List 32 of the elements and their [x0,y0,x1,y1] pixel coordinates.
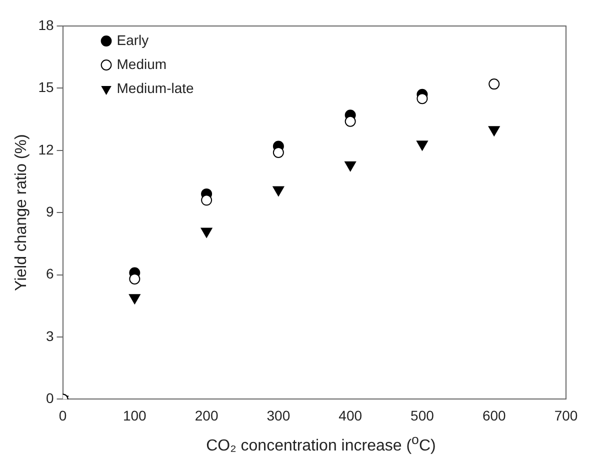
point [488,126,500,136]
point [128,294,140,304]
y-tick-label: 6 [46,266,54,282]
y-tick-label: 18 [38,16,54,33]
y-tick-label: 3 [46,328,54,344]
x-tick-label: 300 [266,407,290,424]
legend-label: Medium-late [116,80,194,96]
x-tick-label: 400 [338,407,362,424]
y-axis-title: Yield change ratio (%) [13,134,30,292]
y-tick-label: 0 [46,390,54,406]
point [200,228,212,238]
y-tick-label: 12 [38,141,54,158]
y-tick-label: 9 [46,203,54,220]
point [201,194,212,206]
point [344,116,356,127]
point [272,146,284,158]
point [272,186,284,196]
x-tick-label: 600 [482,407,506,424]
point [416,140,428,151]
x-tick-label: 200 [194,407,218,424]
legend-label: Early [116,32,149,48]
x-axis-title: CO₂ concentration increase ($^{o}$C) [205,432,437,456]
x-tick-label: 0 [58,407,67,424]
point [488,78,500,90]
point [416,93,428,104]
legend-label: Medium [116,56,167,72]
x-tick-label: 700 [554,407,578,424]
point [129,273,140,284]
point [344,161,356,172]
y-tick-label: 15 [38,79,54,96]
x-tick-label: 100 [122,407,147,424]
x-tick-label: 500 [410,407,434,424]
